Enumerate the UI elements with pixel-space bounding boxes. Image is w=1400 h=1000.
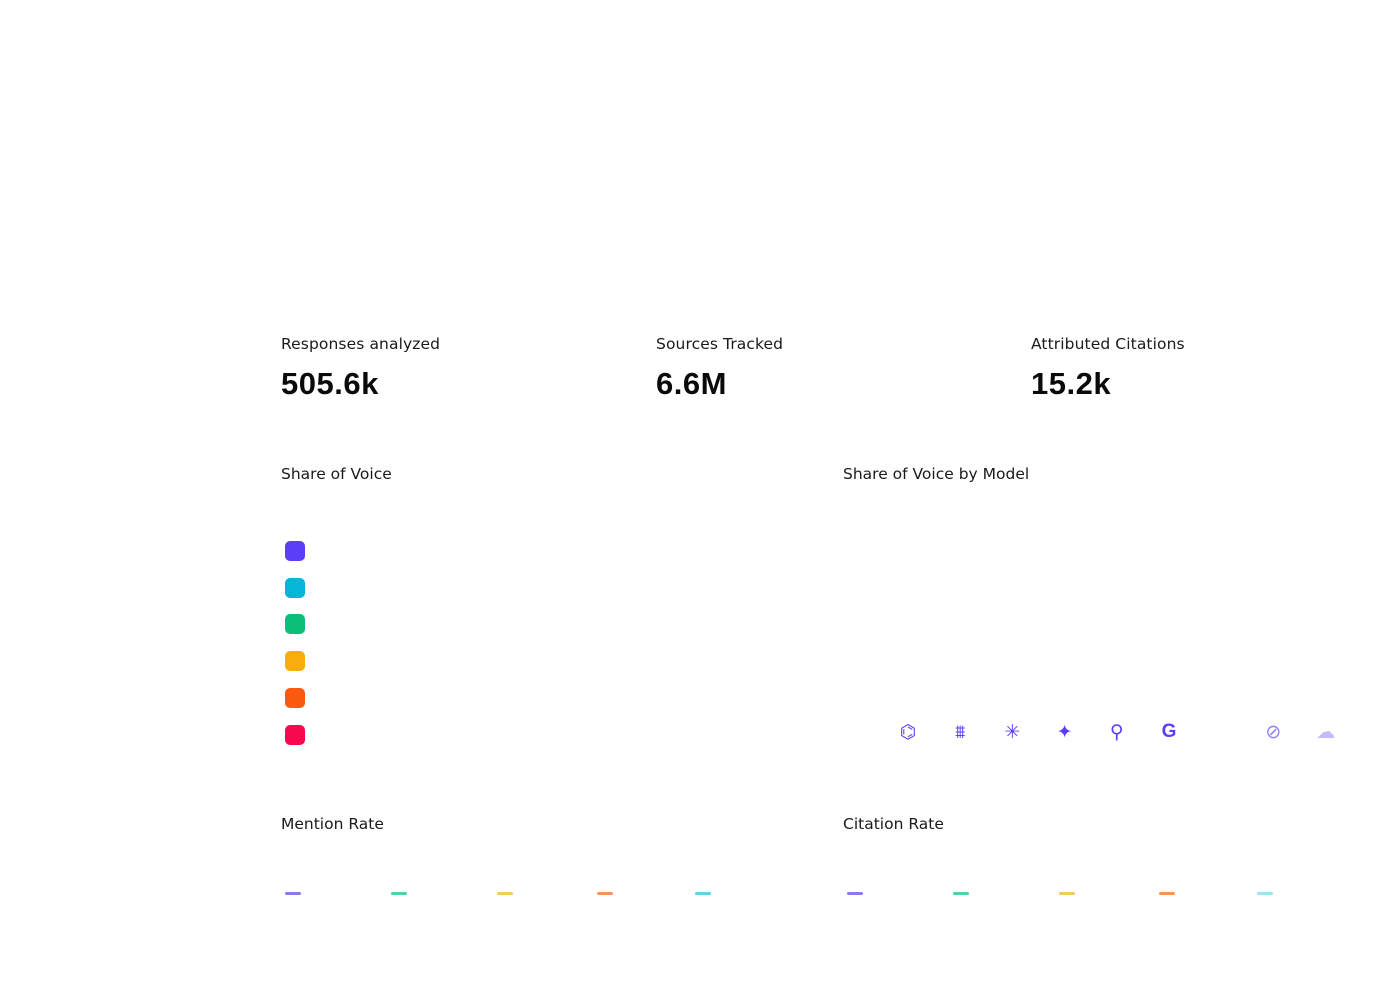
line-series	[890, 965, 1344, 994]
model-bar	[1004, 602, 1021, 708]
legend-dash	[597, 892, 613, 895]
kpi-label-sources: Sources Tracked	[656, 335, 784, 353]
share-of-voice-title: Share of Voice	[281, 465, 392, 483]
legend-dash	[695, 892, 711, 895]
legend-dash	[497, 892, 513, 895]
claude-icon: ✳	[1004, 721, 1021, 743]
model-bar	[1108, 624, 1125, 708]
model-bar	[900, 566, 916, 708]
model-bar	[1317, 690, 1334, 708]
line-series	[328, 933, 782, 997]
donut-slice	[669, 539, 778, 721]
model-bar	[1265, 675, 1282, 708]
share-by-model-title: Share of Voice by Model	[843, 465, 1030, 483]
line-series	[890, 935, 1344, 994]
kpi-value-sources: 6.6M	[656, 366, 727, 401]
line-series	[890, 942, 1344, 994]
legend-dash	[953, 892, 969, 895]
line-series	[328, 948, 782, 994]
legend-dash	[1257, 892, 1273, 895]
donut-slice	[578, 546, 653, 620]
legend-swatch	[285, 541, 305, 561]
openai-icon: ⌬	[899, 721, 917, 743]
deepseek-icon: ☁	[1316, 721, 1336, 743]
model-bar	[1213, 655, 1230, 708]
legend-swatch	[285, 614, 305, 635]
legend-dash	[285, 892, 301, 895]
citation-rate-title: Citation Rate	[843, 815, 944, 833]
model-bar	[1161, 635, 1177, 708]
grok-icon: ⊘	[1265, 721, 1282, 743]
legend-dash	[847, 892, 863, 895]
model-bar	[952, 588, 969, 708]
google-icon: G	[1161, 721, 1177, 742]
legend-dash	[1159, 892, 1175, 895]
legend-swatch	[285, 577, 305, 598]
gemini-icon: ✦	[1056, 721, 1073, 743]
donut-slice	[650, 539, 689, 568]
line-series	[890, 951, 1344, 994]
legend-swatch	[285, 687, 305, 708]
legend-dash	[391, 892, 407, 895]
donut-slice	[570, 599, 615, 709]
legend-swatch	[285, 651, 305, 672]
model-bar	[1056, 621, 1073, 708]
search-spark-icon: ⚲	[1109, 721, 1124, 743]
kpi-value-responses: 505.6k	[281, 366, 379, 401]
perplexity-icon: ⩩	[955, 721, 966, 743]
kpi-value-citations: 15.2k	[1031, 366, 1112, 401]
legend-swatch	[285, 724, 305, 745]
donut-slice	[591, 687, 746, 747]
mention-rate-title: Mention Rate	[281, 815, 384, 833]
kpi-label-responses: Responses analyzed	[281, 335, 441, 353]
line-series	[328, 936, 782, 994]
legend-dash	[1059, 892, 1075, 895]
kpi-label-citations: Attributed Citations	[1031, 335, 1185, 353]
